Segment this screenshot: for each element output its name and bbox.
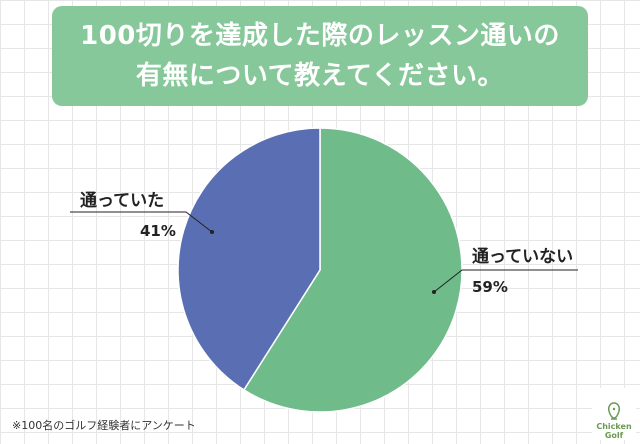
slice-label-attending: 通っていた bbox=[80, 191, 164, 211]
slice-value-not-attending: 59% bbox=[472, 278, 508, 296]
leader-line-attending bbox=[70, 211, 213, 233]
leader-line-not-attending bbox=[433, 269, 578, 293]
title-line-1: 100切りを達成した際のレッスン通いの bbox=[80, 21, 560, 51]
pie-slice-not-attending bbox=[242, 127, 463, 413]
logo-text-line-1: Chicken bbox=[596, 422, 632, 431]
footnote: ※100名のゴルフ経験者にアンケート bbox=[12, 419, 196, 432]
pie-slice-attending bbox=[177, 127, 321, 391]
slice-value-attending: 41% bbox=[140, 222, 176, 240]
chicken-golf-logo-icon: Chicken Golf bbox=[592, 388, 636, 440]
slice-label-not-attending: 通っていない bbox=[472, 247, 573, 267]
leader-line-not-attending-dot bbox=[432, 290, 436, 294]
title-line-2: 有無について教えてください。 bbox=[135, 61, 505, 91]
chicken-icon bbox=[608, 402, 620, 420]
leader-line-attending-dot bbox=[210, 230, 214, 234]
logo-text-line-2: Golf bbox=[604, 431, 624, 440]
title-banner: 100切りを達成した際のレッスン通いの 有無について教えてください。 bbox=[52, 6, 588, 106]
